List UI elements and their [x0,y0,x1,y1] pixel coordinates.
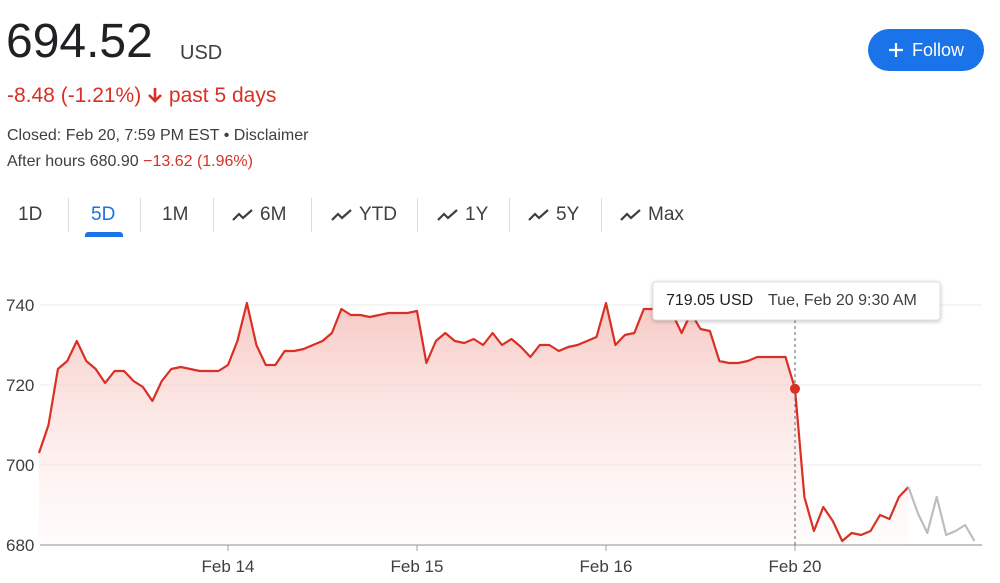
tab-separator [140,198,141,232]
tooltip-price: 719.05 USD [666,292,753,309]
tab-label: Max [648,204,684,225]
tab-separator [509,198,510,232]
trend-icon [620,209,641,221]
tab-label: 5Y [556,204,580,225]
tab-label: YTD [359,204,397,225]
y-tick-label: 680 [6,536,34,555]
tooltip-time: Tue, Feb 20 9:30 AM [768,292,917,309]
range-tab[interactable]: 5Y [528,204,579,226]
range-tab[interactable]: 6M [232,204,286,226]
trend-icon [528,209,549,221]
tooltip: 719.05 USD Tue, Feb 20 9:30 AM [652,281,941,321]
tab-separator [601,198,602,232]
after-hours-label: After hours [7,153,86,170]
tab-label: 1Y [465,204,489,225]
x-tick-label: Feb 14 [202,557,255,576]
x-tick-label: Feb 15 [391,557,444,576]
price: 694.52 [6,15,153,68]
tab-underline [85,232,123,237]
period: past 5 days [168,84,277,107]
area-fill [39,303,909,545]
plus-icon [888,43,903,57]
range-tab[interactable]: 1M [162,204,188,226]
currency: USD [180,42,223,64]
after-hours-change: −13.62 (1.96%) [143,153,253,170]
range-tab[interactable]: Max [620,204,684,226]
y-tick-label: 700 [6,456,34,475]
y-tick-label: 720 [6,376,34,395]
y-tick-label: 740 [6,296,34,315]
x-tick-label: Feb 20 [769,557,822,576]
range-tab[interactable]: 1D [18,204,42,226]
follow-button[interactable]: Follow [868,29,984,71]
closed-line: Closed: Feb 20, 7:59 PM EST • Disclaimer [7,127,309,144]
range-tab[interactable]: YTD [331,204,397,226]
hover-point [790,383,800,394]
after-hours: After hours 680.90 −13.62 (1.96%) [7,153,253,171]
tab-label: 5D [91,204,116,225]
tab-separator [213,198,214,232]
change: -8.48 (-1.21%) past 5 days [7,84,276,108]
down-arrow [148,88,162,103]
tooltip-box [652,281,941,321]
x-tick-label: Feb 16 [580,557,633,576]
trend-icon [232,209,253,221]
trend-icon [437,209,458,221]
tab-separator [417,198,418,232]
tab-label: 1M [162,204,189,225]
tab-separator [68,198,69,232]
change-value: -8.48 (-1.21%) [7,84,142,107]
follow-label: Follow [911,39,964,60]
after-hours-price: 680.90 [89,153,139,170]
range-tab[interactable]: 1Y [437,204,488,226]
trend-icon [331,209,352,221]
disclaimer-link[interactable]: Disclaimer [233,127,309,144]
tab-label: 6M [260,204,287,225]
tab-label: 1D [18,204,43,225]
closed: Closed: Feb 20, 7:59 PM EST [7,127,220,144]
range-tab[interactable]: 5D [91,204,115,226]
tab-separator [311,198,312,232]
price-line [37,301,910,543]
price-line [907,486,976,542]
